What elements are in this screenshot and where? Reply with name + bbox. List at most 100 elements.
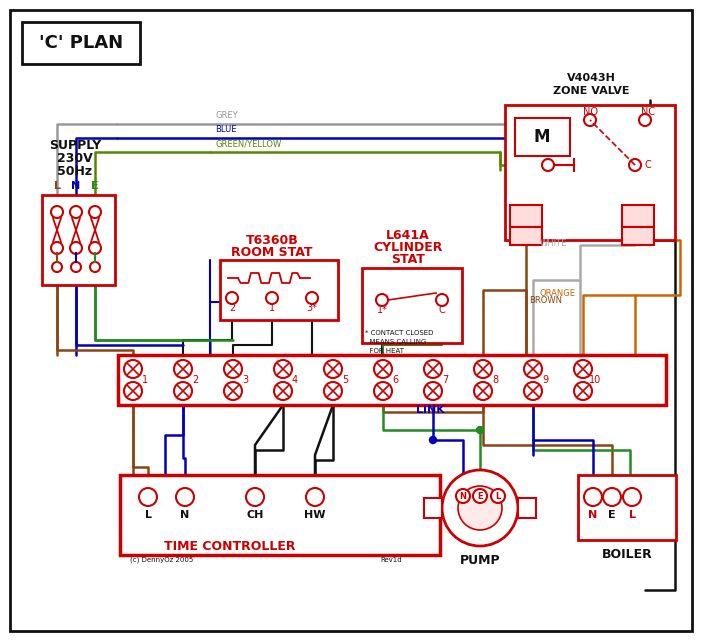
Bar: [42, 195, 115, 285]
Circle shape: [71, 262, 81, 272]
Circle shape: [224, 360, 242, 378]
Text: FOR HEAT: FOR HEAT: [365, 348, 404, 354]
Text: Rev1d: Rev1d: [380, 557, 402, 563]
Circle shape: [174, 360, 192, 378]
Text: STAT: STAT: [391, 253, 425, 265]
Circle shape: [574, 360, 592, 378]
Text: V4043H: V4043H: [567, 73, 616, 83]
Circle shape: [474, 360, 492, 378]
Text: C: C: [644, 160, 651, 170]
Text: 2: 2: [229, 303, 235, 313]
Text: BOILER: BOILER: [602, 549, 652, 562]
Text: BLUE: BLUE: [215, 125, 237, 134]
Circle shape: [584, 114, 596, 126]
Circle shape: [324, 382, 342, 400]
Text: 1: 1: [142, 375, 148, 385]
Text: 10: 10: [589, 375, 601, 385]
Circle shape: [70, 206, 82, 218]
Circle shape: [574, 382, 592, 400]
Bar: [510, 227, 542, 245]
Text: BROWN: BROWN: [529, 296, 562, 304]
Circle shape: [456, 489, 470, 503]
Circle shape: [623, 488, 641, 506]
Text: * CONTACT CLOSED: * CONTACT CLOSED: [365, 330, 433, 336]
Text: ZONE VALVE: ZONE VALVE: [552, 86, 629, 96]
Text: ROOM STAT: ROOM STAT: [231, 246, 313, 258]
Bar: [515, 118, 570, 156]
Bar: [424, 498, 442, 518]
Bar: [505, 105, 675, 240]
Circle shape: [90, 262, 100, 272]
Circle shape: [246, 488, 264, 506]
Text: (c) DennyOz 2005: (c) DennyOz 2005: [130, 557, 193, 563]
Text: 7: 7: [442, 375, 448, 385]
Bar: [622, 227, 654, 245]
Circle shape: [491, 489, 505, 503]
Circle shape: [474, 382, 492, 400]
Text: 2: 2: [192, 375, 198, 385]
Text: 6: 6: [392, 375, 398, 385]
Circle shape: [89, 242, 101, 254]
Circle shape: [324, 360, 342, 378]
Circle shape: [306, 292, 318, 304]
Bar: [120, 475, 440, 555]
Text: T6360B: T6360B: [246, 233, 298, 247]
Text: GREY: GREY: [215, 111, 237, 120]
Circle shape: [266, 292, 278, 304]
Text: L: L: [145, 510, 152, 520]
Text: CYLINDER: CYLINDER: [373, 240, 443, 253]
Text: GREEN/YELLOW: GREEN/YELLOW: [215, 139, 282, 148]
Circle shape: [174, 382, 192, 400]
Circle shape: [274, 382, 292, 400]
Text: 230V: 230V: [57, 151, 93, 165]
Text: 8: 8: [492, 375, 498, 385]
Circle shape: [124, 360, 142, 378]
Circle shape: [584, 488, 602, 506]
Text: 'C' PLAN: 'C' PLAN: [39, 34, 123, 52]
Circle shape: [473, 489, 487, 503]
Circle shape: [224, 382, 242, 400]
Text: 3: 3: [242, 375, 248, 385]
Text: NO: NO: [583, 107, 597, 117]
Circle shape: [603, 488, 621, 506]
Circle shape: [89, 206, 101, 218]
Text: 1: 1: [269, 303, 275, 313]
Circle shape: [176, 488, 194, 506]
Bar: [220, 260, 338, 320]
Circle shape: [226, 292, 238, 304]
Text: E: E: [608, 510, 616, 520]
Bar: [518, 498, 536, 518]
Text: L641A: L641A: [386, 228, 430, 242]
Text: CH: CH: [246, 510, 264, 520]
Text: L: L: [496, 492, 501, 501]
Circle shape: [430, 437, 437, 444]
Text: NC: NC: [641, 107, 655, 117]
Circle shape: [70, 242, 82, 254]
Text: MEANS CALLING: MEANS CALLING: [365, 339, 426, 345]
Text: 4: 4: [292, 375, 298, 385]
Circle shape: [442, 470, 518, 546]
Text: 5: 5: [342, 375, 348, 385]
Text: M: M: [534, 128, 550, 146]
Text: 1*: 1*: [376, 305, 388, 315]
Text: N: N: [180, 510, 190, 520]
Circle shape: [424, 360, 442, 378]
Text: N: N: [588, 510, 597, 520]
Text: L: L: [53, 181, 60, 191]
Text: 3*: 3*: [307, 303, 317, 313]
Circle shape: [51, 242, 63, 254]
Bar: [622, 205, 654, 227]
Circle shape: [51, 206, 63, 218]
Circle shape: [139, 488, 157, 506]
Text: PUMP: PUMP: [460, 553, 501, 567]
Circle shape: [376, 294, 388, 306]
Circle shape: [52, 262, 62, 272]
Circle shape: [458, 486, 502, 530]
Circle shape: [524, 360, 542, 378]
Text: 50Hz: 50Hz: [58, 165, 93, 178]
Circle shape: [306, 488, 324, 506]
Circle shape: [477, 426, 484, 433]
Bar: [22, 22, 140, 64]
Text: LINK: LINK: [416, 405, 444, 415]
Bar: [510, 205, 542, 227]
